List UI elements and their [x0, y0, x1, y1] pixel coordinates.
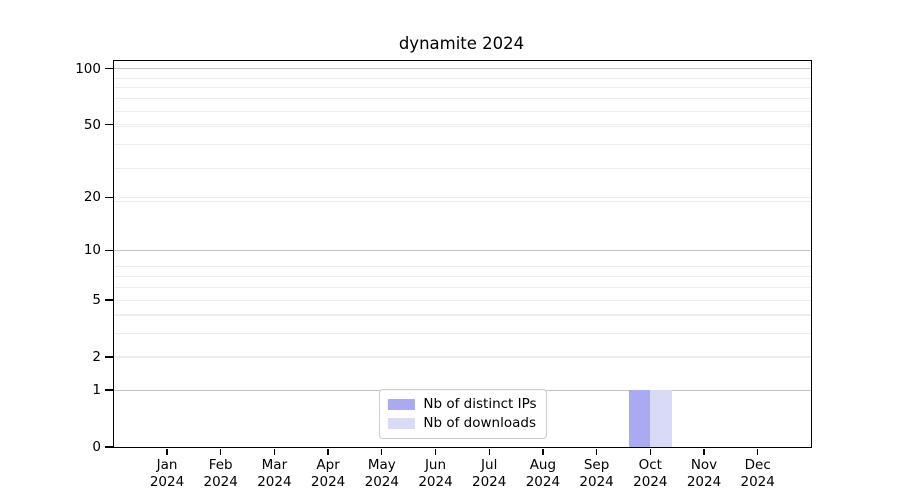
bars-layer	[114, 61, 811, 447]
y-axis-tick-label: 5	[92, 292, 101, 309]
gridline-major	[114, 68, 811, 70]
grid-layer	[114, 61, 811, 447]
gridline-minor	[114, 110, 811, 112]
y-axis-tick	[104, 389, 113, 391]
y-axis-tick-label: 1	[92, 382, 101, 399]
x-axis-tick	[381, 448, 383, 455]
x-axis-tick	[542, 448, 544, 455]
y-axis-tick-label: 50	[83, 116, 101, 133]
x-axis-tick	[327, 448, 329, 455]
gridline-minor	[114, 286, 811, 289]
y-axis-tick	[104, 446, 113, 448]
x-axis-tick-label: Jun 2024	[418, 457, 453, 490]
gridline-minor	[114, 299, 811, 301]
bar-nb-of-downloads	[650, 390, 672, 447]
gridline-minor	[114, 275, 811, 278]
legend: Nb of distinct IPs Nb of downloads	[378, 389, 547, 439]
y-axis-tick-label: 100	[75, 60, 101, 77]
y-axis-tick-label: 0	[92, 439, 101, 455]
x-axis-tick-label: Feb 2024	[203, 457, 238, 490]
gridline-minor	[114, 125, 811, 127]
legend-label-distinct-ips: Nb of distinct IPs	[423, 396, 537, 412]
y-axis-tick-label: 10	[83, 242, 101, 259]
gridline-minor	[114, 87, 811, 89]
gridline-minor	[114, 200, 811, 203]
y-axis-tick	[104, 356, 113, 358]
legend-item-distinct-ips: Nb of distinct IPs	[387, 396, 537, 412]
x-axis-tick-label: Jan 2024	[149, 457, 185, 490]
gridline-minor	[114, 314, 811, 316]
x-axis-tick-label: Aug 2024	[525, 457, 561, 490]
x-axis-tick	[273, 448, 276, 455]
legend-label-downloads: Nb of downloads	[423, 415, 536, 431]
y-axis-tick	[104, 196, 113, 199]
y-axis-tick	[104, 68, 113, 70]
gridline-minor	[114, 196, 811, 199]
gridline-minor	[114, 144, 811, 146]
chart-title: dynamite 2024	[398, 34, 525, 53]
x-axis-tick-label: Nov 2024	[686, 457, 722, 490]
legend-swatch-downloads	[387, 417, 415, 429]
x-axis-tick	[703, 448, 705, 455]
gridline-minor	[114, 124, 811, 126]
gridline-major	[114, 249, 811, 252]
x-axis-tick-label: May 2024	[364, 457, 399, 490]
gridline-minor	[114, 167, 811, 169]
legend-swatch-distinct-ips	[387, 398, 415, 410]
y-axis-tick-label: 20	[83, 189, 101, 206]
x-axis-tick	[220, 448, 222, 455]
x-axis-tick-label: Mar 2024	[257, 457, 292, 490]
gridline-minor	[114, 356, 811, 358]
bar-nb-of-distinct-ips	[628, 390, 651, 447]
x-axis-tick	[757, 448, 759, 455]
y-axis-tick-label: 2	[92, 348, 101, 365]
axis-layer: 0 1 2 5 10 20 50 100 Jan 2024 Feb 2024 Mar 2024 Apr 202…	[75, 61, 811, 490]
gridline-minor	[114, 77, 811, 79]
y-axis-tick	[104, 249, 113, 252]
x-axis-tick-label: Sep 2024	[579, 457, 614, 490]
x-axis-tick-label: Apr 2024	[310, 457, 346, 490]
x-axis-tick	[434, 448, 437, 455]
x-axis-tick	[488, 448, 490, 455]
gridline-minor	[114, 332, 811, 334]
gridline-minor	[114, 98, 811, 100]
x-axis-tick	[166, 448, 168, 455]
plot-area: 0 1 2 5 10 20 50 100 Jan 2024 Feb 2024 Mar 2024 Apr 202…	[75, 60, 812, 490]
x-axis-tick-label: Dec 2024	[740, 457, 775, 490]
y-axis-tick	[104, 124, 113, 126]
x-axis-tick	[649, 448, 651, 455]
gridline-minor	[114, 266, 811, 268]
x-axis-tick-label: Oct 2024	[633, 457, 668, 490]
x-axis-tick	[595, 448, 598, 455]
y-axis-tick	[104, 299, 113, 301]
x-axis-tick-label: Jul 2024	[472, 457, 507, 490]
legend-item-downloads: Nb of downloads	[387, 415, 536, 431]
